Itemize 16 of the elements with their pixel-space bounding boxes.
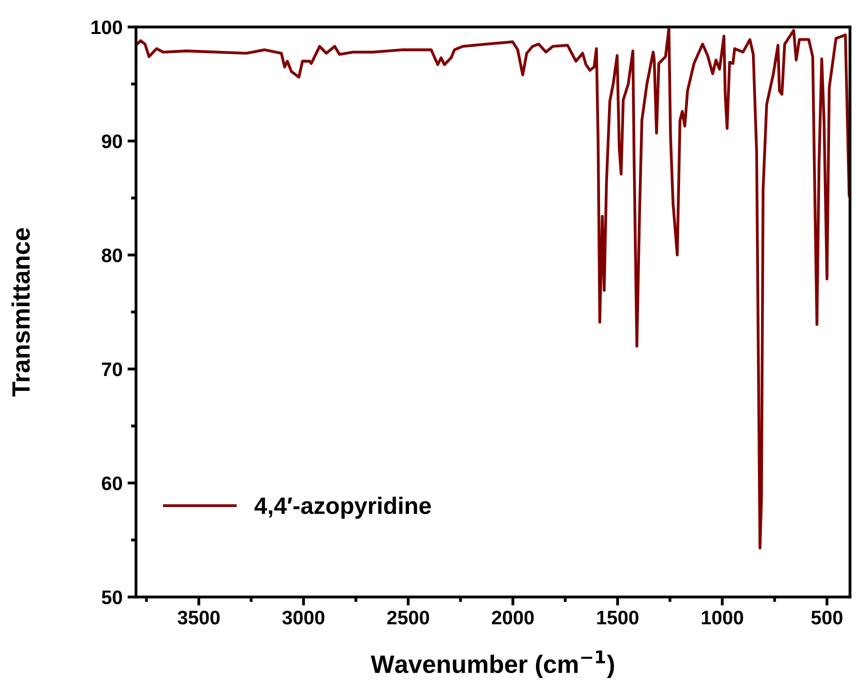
y-tick-label: 50 xyxy=(102,590,122,604)
y-tick-label: 70 xyxy=(102,362,122,376)
y-tick-label: 90 xyxy=(102,134,122,148)
y-axis-title: Transmittance xyxy=(12,228,30,396)
x-tick-label: 3500 xyxy=(178,610,220,625)
x-tick-label: 2000 xyxy=(492,610,534,624)
x-tick-label: 2500 xyxy=(387,610,430,624)
x-tick-label: 1500 xyxy=(597,610,638,624)
y-tick-label: 60 xyxy=(102,476,122,490)
y-tick-label: 100 xyxy=(92,20,122,34)
x-tick-label: 500 xyxy=(811,610,842,624)
x-tick-label: 1000 xyxy=(702,610,744,624)
y-tick-label: 80 xyxy=(102,248,122,262)
x-axis-title: Wavenumber (cm$^{−1}$) xyxy=(370,650,614,678)
legend-label: 4,4′-azopyridine xyxy=(254,496,431,519)
x-tick-label: 3000 xyxy=(282,610,324,625)
